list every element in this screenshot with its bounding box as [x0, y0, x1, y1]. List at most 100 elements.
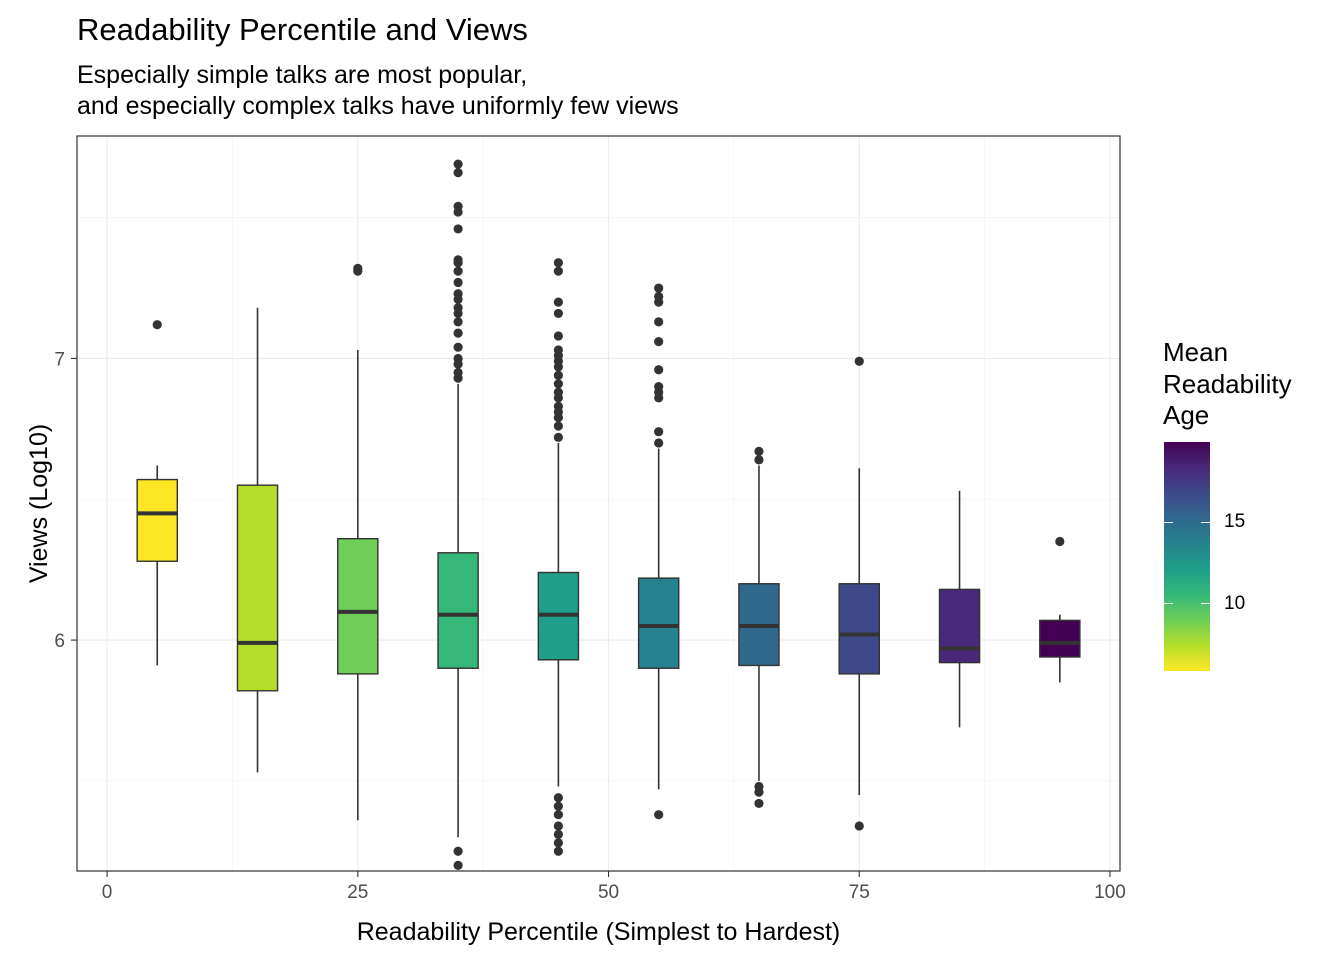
outlier-point [854, 821, 864, 831]
outlier-point [353, 263, 363, 273]
box [938, 588, 981, 664]
axes: 0 25 50 75 100 6 7 [54, 349, 1125, 903]
outlier-point [654, 365, 664, 375]
panel-background [77, 136, 1120, 871]
outlier-point [553, 810, 563, 820]
outlier-point [453, 277, 463, 288]
outlier-point [553, 821, 563, 831]
subtitle-line-1: Especially simple talks are most popular… [77, 61, 528, 89]
outlier-point [854, 356, 864, 366]
legend-tick-label: 15 [1224, 511, 1246, 533]
chart-title: Readability Percentile and Views [77, 12, 528, 47]
box-group-15 [236, 307, 279, 773]
outlier-point [553, 370, 563, 380]
outlier-point [453, 289, 463, 299]
box [437, 552, 479, 669]
outlier-point [654, 291, 664, 302]
box [136, 478, 178, 562]
box-group-95 [1039, 536, 1081, 683]
outlier-point [453, 266, 463, 276]
box-series [136, 159, 1081, 870]
outlier-point [453, 846, 463, 856]
box [337, 538, 379, 675]
chart-subtitle: Especially simple talks are most popular… [77, 60, 679, 122]
legend-title-line-3: Age [1163, 400, 1210, 430]
outlier-point [553, 387, 563, 397]
legend-tick-label: 10 [1224, 592, 1246, 614]
legend-title-line-1: Mean [1163, 337, 1229, 367]
legend-tick-mark [1164, 521, 1173, 523]
outlier-point [453, 342, 463, 352]
outlier-point [654, 283, 664, 293]
outlier-point [654, 438, 664, 448]
outlier-point [453, 159, 463, 169]
outlier-point [654, 336, 664, 347]
outlier-point [553, 331, 563, 341]
outlier-point [453, 317, 463, 327]
outlier-point [553, 266, 563, 276]
outlier-point [654, 382, 664, 392]
grid-lines [77, 136, 1120, 871]
outlier-point [453, 168, 463, 178]
outlier-point [553, 838, 563, 848]
legend-tick-mark [1201, 521, 1210, 523]
x-tick-label: 75 [849, 882, 870, 903]
box-group-5 [136, 320, 178, 666]
outlier-point [453, 255, 463, 265]
x-tick-label: 100 [1094, 882, 1126, 903]
outlier-point [453, 201, 463, 212]
box [637, 577, 680, 669]
outlier-point [754, 446, 764, 457]
x-tick-label: 25 [347, 882, 368, 903]
outlier-point [152, 320, 162, 330]
outlier-point [754, 787, 764, 797]
legend-tick-mark [1164, 603, 1173, 605]
x-axis-title: Readability Percentile (Simplest to Hard… [357, 918, 841, 946]
box [838, 583, 881, 675]
outlier-point [453, 303, 463, 313]
y-axis-title: Views (Log10) [25, 424, 53, 583]
outlier-point [754, 455, 764, 465]
outlier-point [553, 258, 563, 268]
box-group-35 [437, 159, 479, 870]
outlier-point [553, 297, 563, 307]
legend-tick-mark [1201, 603, 1210, 605]
legend-title-line-2: Readability [1163, 368, 1292, 399]
outlier-point [553, 401, 563, 411]
box-group-25 [337, 263, 379, 821]
outlier-point [1055, 536, 1065, 547]
box-group-75 [838, 356, 881, 831]
outlier-point [453, 328, 463, 338]
legend-colorbar [1164, 442, 1210, 671]
outlier-point [453, 367, 463, 378]
outlier-point [754, 798, 764, 809]
outlier-point [453, 860, 463, 870]
box-group-85 [938, 490, 981, 728]
box-group-55 [637, 283, 680, 820]
outlier-point [553, 345, 563, 355]
outlier-point [553, 308, 563, 319]
panel-border [76, 135, 1121, 872]
outlier-point [654, 427, 664, 437]
legend-title: Mean Readability Age [1163, 337, 1292, 432]
outlier-point [553, 432, 563, 442]
x-tick-label: 0 [102, 882, 113, 903]
box-group-65 [738, 446, 780, 809]
y-tick-label: 7 [54, 349, 65, 370]
outlier-point [553, 801, 563, 811]
outlier-point [553, 379, 563, 389]
outlier-point [654, 317, 664, 327]
x-tick-label: 50 [598, 882, 619, 903]
outlier-point [553, 846, 563, 856]
outlier-point [553, 793, 563, 803]
y-tick-label: 6 [54, 631, 65, 652]
outlier-point [654, 810, 664, 820]
box-group-45 [537, 258, 580, 856]
box [236, 484, 279, 692]
outlier-point [553, 829, 563, 839]
outlier-point [453, 224, 463, 234]
outlier-point [553, 421, 563, 431]
outlier-point [453, 353, 463, 364]
subtitle-line-2: and especially complex talks have unifor… [77, 92, 679, 120]
